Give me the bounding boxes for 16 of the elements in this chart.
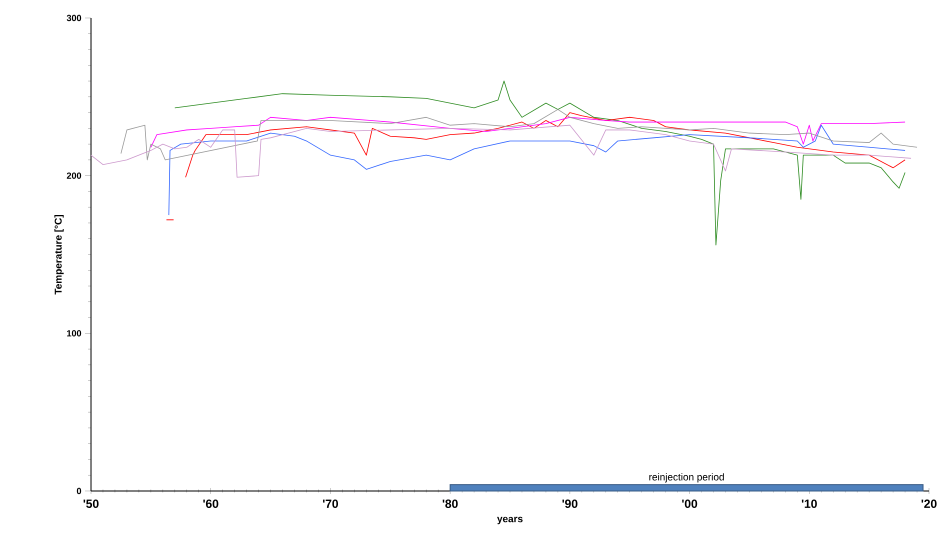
y-tick-label: 200	[66, 172, 82, 179]
x-tick-label: '00	[682, 500, 698, 508]
x-tick-label: '80	[442, 500, 458, 508]
x-tick-label: '10	[802, 500, 817, 508]
y-tick-label: 300	[66, 14, 82, 22]
y-axis-title: Temperature [°C]	[54, 214, 64, 294]
series-label: reinjection period	[649, 473, 724, 482]
y-tick-label: 100	[67, 330, 82, 336]
x-axis-title: years	[497, 516, 523, 524]
x-tick-label: '60	[203, 500, 218, 508]
x-tick-label: '90	[562, 500, 578, 508]
line-series	[90, 124, 912, 178]
y-tick-label: 0	[76, 488, 82, 494]
x-tick-label: '50	[84, 500, 99, 508]
x-tick-label: '70	[323, 500, 338, 508]
x-tick-label: '20	[922, 500, 937, 508]
